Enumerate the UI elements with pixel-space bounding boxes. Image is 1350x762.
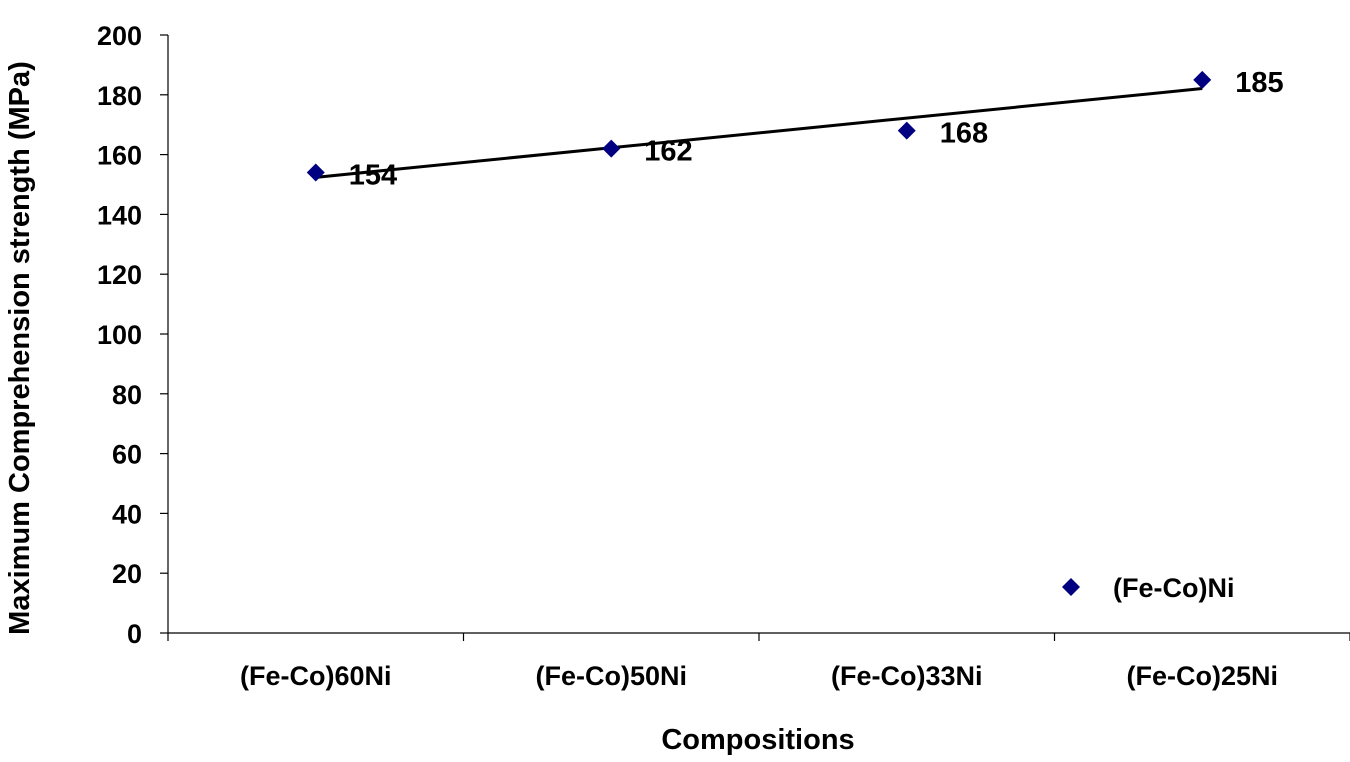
trendline-group — [315, 87, 1203, 179]
data-point — [602, 139, 621, 158]
data-point — [306, 163, 325, 182]
y-tick-label: 180 — [97, 81, 142, 111]
y-tick-label: 120 — [97, 260, 142, 290]
y-tick-label: 60 — [112, 440, 142, 470]
data-labels: 154 162 168 185 — [349, 67, 1284, 192]
trendline — [315, 87, 1203, 179]
data-point — [897, 121, 916, 140]
y-tick-label: 140 — [97, 200, 142, 230]
data-label: 162 — [644, 136, 692, 168]
data-label: 185 — [1235, 67, 1283, 99]
x-axis-ticks: (Fe-Co)60Ni (Fe-Co)50Ni (Fe-Co)33Ni (Fe-Co)… — [167, 633, 1350, 691]
y-tick-label: 160 — [97, 141, 142, 171]
chart-axes — [167, 35, 1350, 634]
y-tick-label: 0 — [127, 619, 142, 649]
legend-marker — [1062, 578, 1080, 596]
legend: (Fe-Co)Ni — [1062, 573, 1234, 603]
series-points — [306, 70, 1212, 182]
y-tick-label: 20 — [112, 559, 142, 589]
x-tick-label: (Fe-Co)60Ni — [240, 661, 392, 691]
x-tick-label: (Fe-Co)50Ni — [535, 661, 687, 691]
y-axis-title: Maximum Comprehension strength (MPa) — [4, 61, 36, 635]
x-tick-label: (Fe-Co)33Ni — [831, 661, 983, 691]
data-point — [1193, 70, 1212, 89]
data-label: 154 — [349, 160, 397, 192]
y-axis-ticks: 0 20 40 60 80 100 120 140 160 180 200 — [97, 21, 168, 649]
y-tick-label: 40 — [112, 499, 142, 529]
x-axis-title: Compositions — [661, 724, 854, 756]
y-tick-label: 100 — [97, 320, 142, 350]
y-tick-label: 200 — [97, 21, 142, 51]
x-tick-label: (Fe-Co)25Ni — [1126, 661, 1278, 691]
data-label: 168 — [940, 118, 988, 150]
y-tick-label: 80 — [112, 380, 142, 410]
legend-label: (Fe-Co)Ni — [1113, 573, 1234, 603]
